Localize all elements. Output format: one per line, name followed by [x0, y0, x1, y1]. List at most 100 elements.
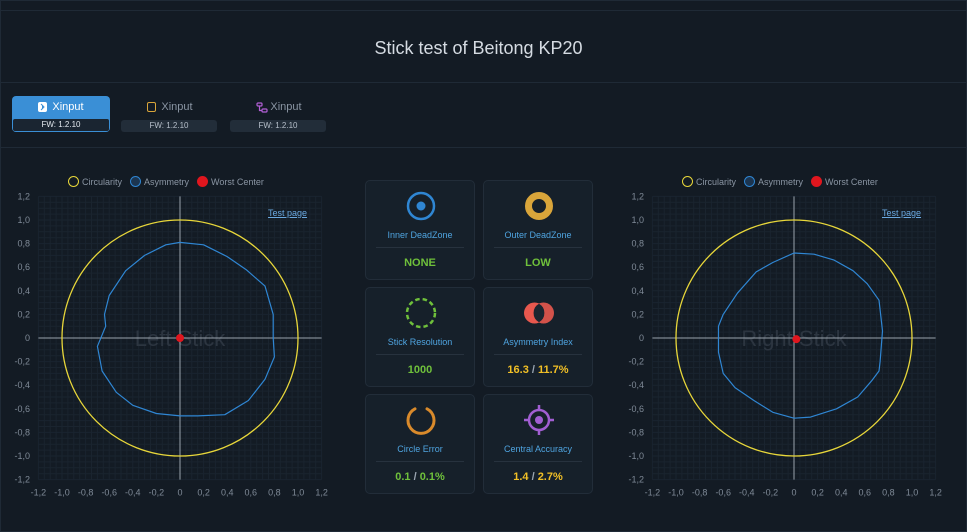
y-tick-label: 0 [25, 333, 30, 343]
x-tick-label: 1,0 [906, 488, 919, 498]
circle-error-value: 0.1 / 0.1% [395, 471, 445, 483]
right-legend: Circularity Asymmetry Worst Center [682, 176, 882, 187]
x-tick-label: -0,4 [739, 488, 755, 498]
circle-error-icon [406, 407, 436, 435]
usb-dongle-icon [147, 101, 157, 112]
tab-label: Xinput [270, 100, 302, 113]
tab-firmware: FW: 1.2.10 [121, 120, 217, 132]
x-tick-label: -1,2 [645, 488, 661, 498]
outer-deadzone-value: LOW [525, 257, 551, 269]
x-tick-label: 0,8 [268, 488, 281, 498]
y-tick-label: 0,6 [17, 262, 30, 272]
stick-resolution-value: 1000 [407, 364, 433, 376]
circle-error-label: Circle Error [397, 444, 443, 454]
legend-circularity: Circularity [682, 176, 736, 187]
asymmetry-index-label: Asymmetry Index [503, 337, 573, 347]
card-circle-error: Circle Error 0.1 / 0.1% [365, 394, 475, 494]
asymmetry-swatch-icon [744, 176, 756, 187]
legend-worst-center: Worst Center [197, 176, 264, 187]
x-tick-label: 0,2 [197, 488, 210, 498]
left-legend: Circularity Asymmetry Worst Center [68, 176, 268, 187]
divider [376, 247, 464, 248]
legend-asymmetry: Asymmetry [744, 176, 803, 187]
y-tick-label: 0 [639, 333, 644, 343]
y-tick-label: 0,2 [17, 309, 30, 319]
tab-bar: Xinput FW: 1.2.10 Xinput FW: 1.2.10 Xinp… [0, 84, 967, 148]
y-tick-label: -1,0 [628, 451, 644, 461]
central-accuracy-label: Central Accuracy [503, 444, 573, 454]
tab-xinput-wired[interactable]: Xinput FW: 1.2.10 [230, 96, 328, 132]
outer-deadzone-icon [525, 192, 553, 220]
y-tick-label: 1,2 [17, 191, 30, 201]
worst-center-point [176, 334, 184, 342]
x-tick-label: 0,8 [882, 488, 895, 498]
y-tick-label: -0,6 [628, 404, 644, 414]
left-stick-panel: Circularity Asymmetry Worst Center Left … [0, 170, 335, 500]
card-inner-deadzone: Inner DeadZone NONE [365, 180, 475, 280]
y-tick-label: -0,6 [14, 404, 30, 414]
x-tick-label: 0,6 [245, 488, 258, 498]
header: Stick test of Beitong KP20 [0, 10, 967, 83]
tab-firmware: FW: 1.2.10 [230, 120, 326, 132]
y-tick-label: 1,0 [17, 215, 30, 225]
circularity-circle [675, 219, 913, 457]
x-tick-label: -0,8 [692, 488, 708, 498]
worst-center-point [792, 335, 801, 344]
right-test-page-link[interactable]: Test page [882, 208, 922, 218]
inner-deadzone-icon [406, 191, 436, 221]
tab-label: Xinput [52, 100, 84, 113]
circularity-swatch-icon [682, 176, 693, 187]
stick-resolution-icon [405, 297, 437, 329]
divider [494, 247, 582, 248]
y-tick-label: 0,4 [631, 286, 644, 296]
left-test-page-link[interactable]: Test page [268, 208, 308, 218]
y-tick-label: -0,2 [14, 357, 30, 367]
x-tick-label: 1,0 [292, 488, 305, 498]
y-tick-label: 0,6 [631, 262, 644, 272]
circularity-swatch-icon [68, 176, 79, 187]
card-asymmetry-index: Asymmetry Index 16.3 / 11.7% [483, 287, 593, 387]
y-tick-label: 0,8 [17, 239, 30, 249]
asymmetry-index-value: 16.3 / 11.7% [507, 364, 569, 376]
x-tick-label: -0,2 [149, 488, 165, 498]
stick-resolution-label: Stick Resolution [387, 337, 453, 347]
y-tick-label: -1,0 [14, 451, 30, 461]
outer-deadzone-label: Outer DeadZone [504, 230, 572, 240]
x-tick-label: -0,2 [763, 488, 779, 498]
tab-label: Xinput [161, 100, 193, 113]
x-tick-label: 0,2 [811, 488, 824, 498]
crosshair-icon [524, 405, 554, 435]
y-tick-label: 0,2 [631, 309, 644, 319]
x-tick-label: 0 [177, 488, 182, 498]
page-title: Stick test of Beitong KP20 [374, 38, 583, 58]
worst-center-swatch-icon [197, 176, 209, 187]
card-central-accuracy: Central Accuracy 1.4 / 2.7% [483, 394, 593, 494]
y-tick-label: 1,0 [631, 215, 644, 225]
divider [376, 461, 464, 462]
divider [376, 354, 464, 355]
x-tick-label: -0,8 [78, 488, 94, 498]
asymmetry-line [717, 252, 884, 419]
card-outer-deadzone: Outer DeadZone LOW [483, 180, 593, 280]
asymmetry-index-icon [524, 302, 554, 324]
legend-asymmetry: Asymmetry [130, 176, 189, 187]
divider [494, 354, 582, 355]
x-tick-label: -0,6 [715, 488, 731, 498]
tab-xinput-bluetooth[interactable]: Xinput FW: 1.2.10 [12, 96, 110, 132]
legend-worst-center: Worst Center [811, 176, 878, 187]
x-tick-label: 0,4 [221, 488, 234, 498]
asymmetry-swatch-icon [130, 176, 142, 187]
right-stick-panel: Circularity Asymmetry Worst Center Right… [614, 170, 949, 500]
tab-firmware: FW: 1.2.10 [13, 119, 109, 131]
x-tick-label: 0,4 [835, 488, 848, 498]
left-stick-chart: Left Stick-1,2-1,2-1,0-1,0-0,8-0,8-0,6-0… [14, 191, 327, 498]
inner-deadzone-label: Inner DeadZone [387, 230, 453, 240]
wired-cable-icon [256, 101, 268, 113]
x-tick-label: 0 [791, 488, 796, 498]
x-tick-label: -1,0 [668, 488, 684, 498]
inner-deadzone-value: NONE [404, 257, 436, 269]
tab-xinput-dongle[interactable]: Xinput FW: 1.2.10 [121, 96, 219, 132]
worst-center-swatch-icon [811, 176, 823, 187]
x-tick-label: -1,0 [54, 488, 70, 498]
right-stick-chart: Right Stick-1,2-1,2-1,0-1,0-0,8-0,8-0,6-… [628, 191, 941, 498]
